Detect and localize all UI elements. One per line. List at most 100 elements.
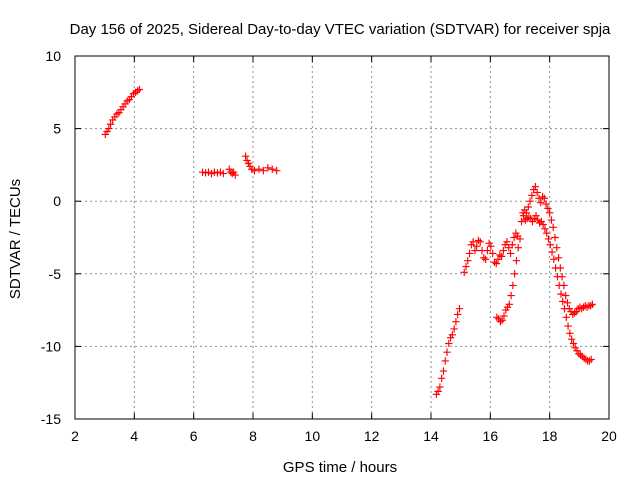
data-point-0-126: [562, 291, 570, 300]
data-point-0-170: [569, 339, 578, 348]
data-point-0-157: [546, 241, 554, 249]
data-point-0-37: [255, 165, 263, 173]
x-tick-label-0: 2: [71, 428, 79, 444]
data-point-0-169: [567, 335, 576, 343]
plot-frame: [74, 55, 610, 420]
data-point-0-65: [476, 238, 484, 246]
data-point-0-122: [554, 254, 563, 262]
data-point-0-31: [241, 152, 250, 160]
data-point-0-81: [505, 243, 513, 252]
data-point-0-20: [204, 168, 213, 176]
data-point-0-149: [532, 212, 540, 220]
data-point-0-29: [230, 168, 238, 176]
y-tick-label-4: 5: [53, 121, 61, 137]
data-point-0-163: [557, 290, 565, 298]
data-point-0-96: [509, 281, 517, 290]
data-point-0-104: [522, 209, 531, 217]
data-point-0-23: [213, 169, 222, 177]
data-point-0-43: [434, 387, 442, 396]
y-tick-label-3: 0: [53, 193, 61, 209]
data-point-0-141: [588, 300, 597, 308]
data-point-0-165: [560, 304, 569, 313]
data-point-0-119: [549, 223, 557, 232]
data-point-0-91: [500, 312, 508, 320]
x-tick-label-7: 16: [483, 428, 499, 444]
data-point-0-54: [454, 310, 462, 319]
data-point-0-3: [106, 120, 115, 128]
y-tick-label-2: -5: [49, 266, 62, 282]
data-point-0-153: [539, 220, 547, 229]
data-point-0-120: [551, 233, 559, 242]
data-point-0-45: [438, 374, 446, 383]
data-point-0-68: [481, 255, 490, 263]
data-point-0-32: [243, 156, 251, 165]
data-point-0-74: [492, 259, 500, 268]
data-point-0-83: [508, 241, 516, 249]
data-point-0-36: [250, 167, 259, 175]
data-point-0-117: [545, 209, 554, 217]
data-point-0-26: [225, 165, 233, 173]
data-point-0-168: [566, 329, 574, 338]
data-point-0-100: [516, 235, 524, 243]
x-tick-label-3: 8: [249, 428, 257, 444]
data-point-0-28: [228, 169, 236, 178]
x-tick-label-6: 14: [423, 428, 439, 444]
data-point-0-33: [244, 159, 253, 168]
x-tick-label-4: 10: [305, 428, 321, 444]
data-point-0-156: [544, 235, 553, 243]
data-point-0-160: [551, 264, 560, 272]
data-point-0-59: [465, 249, 474, 258]
data-point-0-106: [526, 197, 534, 205]
data-point-0-82: [506, 249, 515, 258]
data-point-0-21: [207, 169, 216, 178]
data-point-0-115: [542, 200, 550, 208]
data-point-0-62: [471, 246, 479, 255]
data-point-0-84: [510, 233, 518, 242]
data-point-0-118: [547, 216, 556, 224]
data-point-0-24: [216, 168, 225, 176]
data-point-0-161: [553, 273, 562, 281]
data-point-0-116: [544, 204, 552, 213]
data-point-0-75: [494, 255, 502, 263]
x-tick-label-5: 12: [364, 428, 380, 444]
data-point-0-55: [455, 304, 464, 313]
data-point-0-25: [219, 169, 228, 178]
data-point-0-2: [105, 124, 113, 133]
data-point-0-159: [550, 255, 558, 263]
data-point-0-57: [462, 262, 470, 271]
data-point-0-110: [533, 188, 541, 197]
data-point-0-56: [460, 268, 468, 277]
data-point-0-142: [519, 212, 528, 220]
data-point-0-72: [489, 249, 497, 258]
y-tick-label-5: 10: [45, 48, 61, 64]
data-point-0-63: [473, 242, 481, 250]
y-tick-label-0: -15: [41, 411, 61, 427]
chart-title: Day 156 of 2025, Sidereal Day-to-day VTE…: [70, 21, 611, 38]
data-point-0-155: [543, 229, 551, 237]
axis-layer: [74, 55, 610, 420]
tick-layer: 2 4 6 8 10 12 14 16 18 20 -15 -10 -5 0 5 10: [41, 48, 617, 444]
data-point-0-112: [537, 198, 545, 207]
data-point-0-121: [553, 243, 561, 252]
data-point-0-53: [452, 318, 460, 326]
data-point-0-19: [201, 169, 210, 177]
data-point-0-105: [524, 203, 532, 211]
data-point-0-17: [135, 85, 144, 94]
data-point-0-44: [436, 383, 444, 391]
data-point-layer: [101, 85, 597, 398]
y-tick-label-1: -10: [41, 338, 61, 354]
data-point-0-77: [497, 252, 506, 261]
data-point-0-35: [248, 165, 256, 173]
data-point-0-127: [563, 299, 572, 307]
data-point-0-94: [505, 300, 513, 308]
data-point-0-97: [510, 270, 519, 278]
data-point-0-39: [264, 164, 272, 172]
data-point-0-107: [528, 191, 536, 200]
data-point-0-58: [464, 257, 472, 265]
data-point-0-52: [450, 325, 458, 333]
data-point-0-49: [445, 339, 453, 348]
data-point-0-180: [587, 355, 595, 364]
x-tick-label-1: 4: [130, 428, 138, 444]
